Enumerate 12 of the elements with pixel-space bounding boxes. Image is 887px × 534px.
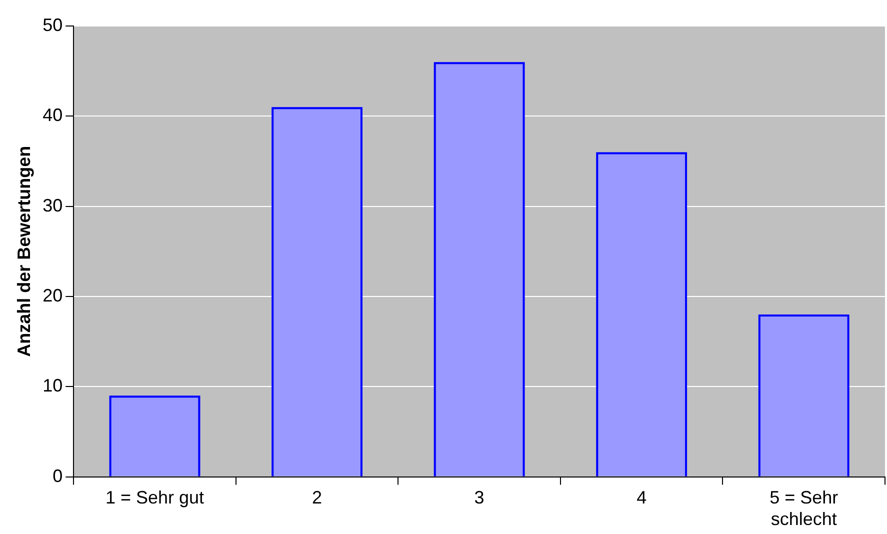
- x-tick-label: 1 = Sehr gut: [105, 488, 204, 508]
- x-tick-label: 5 = Sehr schlecht: [770, 488, 838, 530]
- y-tick-label: 10: [42, 376, 63, 396]
- x-tick-label: 3: [474, 488, 484, 508]
- y-tick-label: 0: [52, 466, 63, 486]
- x-tick-label: 4: [636, 488, 647, 508]
- y-tick-label: 30: [42, 195, 63, 216]
- y-tick-label: 20: [42, 285, 63, 306]
- y-tick-label: 50: [42, 14, 63, 35]
- y-axis-title: Anzahl der Bewertungen: [14, 146, 34, 357]
- y-tick-label: 40: [42, 105, 63, 126]
- x-tick-label: 2: [312, 488, 322, 508]
